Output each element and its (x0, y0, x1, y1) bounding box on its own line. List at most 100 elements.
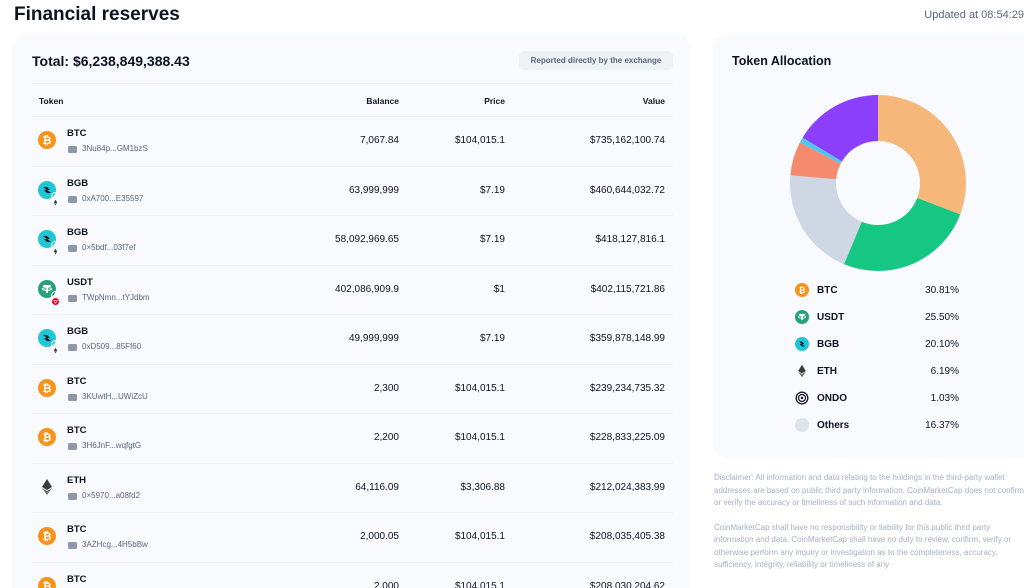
total-reserves: Total: $6,238,849,388.43 (32, 53, 190, 69)
table-row[interactable]: ₿ BTC 3AZHcg...4H5bBw 2,000.05 $104,015.1 $20… (32, 513, 673, 563)
btc-icon: ₿ (795, 283, 809, 297)
token-price: $104,015.1 (454, 382, 505, 394)
token-value: $359,878,148.99 (589, 333, 665, 344)
wallet-address[interactable]: 0xA700...E35597 (82, 193, 144, 203)
legend-token-percent: 1.03% (930, 393, 959, 404)
wallet-icon (68, 245, 77, 252)
token-value: $735,162,100.74 (589, 135, 665, 146)
token-balance: 2,200 (373, 432, 399, 443)
token-symbol[interactable]: BTC (67, 375, 87, 387)
btc-icon: ₿ (38, 131, 56, 149)
donut-slice-eth[interactable] (790, 142, 841, 180)
ethereum-chain-icon (51, 241, 60, 255)
token-symbol[interactable]: ETH (67, 474, 86, 486)
token-symbol[interactable]: BTC (67, 573, 87, 585)
token-value: $402,115,721.86 (590, 283, 665, 295)
token-value: $239,234,735.32 (589, 382, 665, 394)
token-symbol[interactable]: BTC (67, 425, 87, 436)
donut-slice-bgb[interactable] (790, 175, 862, 265)
token-price: $7.19 (479, 333, 505, 344)
legend-token-name: USDT (817, 312, 845, 323)
legend-token-name: BTC (817, 285, 838, 296)
btc-icon: ₿ (38, 576, 56, 588)
token-price: $7.19 (479, 184, 505, 196)
wallet-address[interactable]: 0×5bdf...03f7ef (82, 243, 136, 252)
wallet-icon (68, 542, 77, 549)
wallet-address[interactable]: TWpNmn...tYJdbm (82, 292, 150, 302)
token-balance: 2,300 (373, 382, 399, 394)
tron-chain-icon (51, 290, 60, 305)
token-price: $1 (493, 283, 505, 295)
wallet-address[interactable]: 0xD509...85Ff60 (82, 342, 142, 351)
wallet-address[interactable]: 3AZHcg...4H5bBw (82, 540, 148, 549)
token-price: $104,015.1 (454, 432, 505, 443)
ondo-icon (795, 391, 809, 405)
eth-icon (38, 478, 56, 496)
header-balance[interactable]: Balance (366, 96, 399, 106)
token-symbol[interactable]: BTC (67, 128, 87, 139)
wallet-address[interactable]: 3KUwtH...UWiZcU (82, 391, 148, 401)
table-row[interactable]: USDT TWpNmn...tYJdbm 402,086,909.9 $1 $402,1… (32, 266, 673, 315)
token-balance: 7,067.84 (360, 135, 399, 146)
table-row[interactable]: ₿ BTC 3Nu84p...GM1bzS 7,067.84 $104,015.1 $73… (32, 117, 673, 167)
btc-icon: ₿ (38, 527, 56, 545)
table-row[interactable]: BGB 0xD509...85Ff60 49,999,999 $7.19 $359,87… (32, 315, 673, 365)
legend-item-eth[interactable]: ETH 6.19% (795, 362, 965, 389)
allocation-card: Token Allocation ₿ BTC 30.81% USDT 25.50% BGB… (713, 34, 1024, 458)
table-row[interactable]: ₿ BTC 3KUwtH...UWiZcU 2,300 $104,015.1 $239,2… (32, 365, 673, 414)
token-price: $104,015.1 (454, 531, 505, 542)
donut-slice-others[interactable] (802, 95, 878, 162)
ethereum-chain-icon (51, 191, 60, 206)
wallet-icon (68, 344, 77, 351)
table-row[interactable]: BGB 0×5bdf...03f7ef 58,092,969.65 $7.19 $418… (32, 216, 673, 266)
reserves-card: Total: $6,238,849,388.43 Reported direct… (13, 34, 690, 588)
token-symbol[interactable]: BGB (67, 177, 89, 189)
wallet-address[interactable]: 3H6JnF...wqfgtG (82, 441, 142, 450)
legend-token-percent: 6.19% (930, 366, 959, 377)
reported-badge: Reported directly by the exchange (519, 51, 673, 70)
token-value: $460,644,032.72 (589, 184, 665, 196)
legend-token-name: BGB (817, 339, 840, 350)
token-balance: 64,116.09 (355, 481, 399, 493)
header-token[interactable]: Token (39, 96, 64, 106)
table-row[interactable]: ₿ BTC 3H6JnF...wqfgtG 2,200 $104,015.1 $228,8… (32, 414, 673, 464)
token-symbol[interactable]: USDT (67, 276, 93, 288)
token-value: $418,127,816.1 (595, 234, 665, 245)
wallet-address[interactable]: 3Nu84p...GM1bzS (82, 144, 148, 153)
allocation-title: Token Allocation (732, 54, 832, 68)
wallet-icon (68, 294, 77, 302)
updated-time: Updated at 08:54:29 (924, 9, 1024, 21)
token-price: $104,015.1 (454, 135, 505, 146)
token-symbol[interactable]: BTC (67, 524, 87, 535)
header-value[interactable]: Value (642, 96, 665, 106)
token-symbol[interactable]: BGB (67, 227, 89, 238)
token-price: $104,015.1 (454, 580, 505, 588)
allocation-donut (790, 95, 966, 271)
donut-slice-usdt[interactable] (844, 197, 961, 271)
wallet-address[interactable]: 0×5970...a08fd2 (82, 490, 141, 500)
table-row[interactable]: ₿ BTC 2,000 $104,015.1 $208,030,204.62 (32, 563, 673, 588)
legend-token-name: ONDO (817, 393, 847, 404)
legend-item-ondo[interactable]: ONDO 1.03% (795, 389, 965, 416)
wallet-icon (68, 443, 77, 450)
legend-item-btc[interactable]: ₿ BTC 30.81% (795, 281, 965, 308)
table-row[interactable]: BGB 0xA700...E35597 63,999,999 $7.19 $460,64… (32, 167, 673, 216)
legend-item-others[interactable]: Others 16.37% (795, 416, 965, 443)
token-price: $3,306.88 (460, 481, 506, 493)
bgb-icon (795, 337, 809, 351)
legend-item-usdt[interactable]: USDT 25.50% (795, 308, 965, 335)
wallet-icon (68, 492, 77, 500)
header-price[interactable]: Price (484, 96, 505, 106)
token-balance: 402,086,909.9 (335, 283, 399, 295)
wallet-icon (68, 195, 77, 203)
token-symbol[interactable]: BGB (67, 326, 89, 337)
donut-slice-ondo[interactable] (799, 137, 843, 164)
table-row[interactable]: ETH 0×5970...a08fd2 64,116.09 $3,306.88 $212… (32, 464, 673, 513)
legend-token-percent: 25.50% (925, 312, 959, 323)
legend-item-bgb[interactable]: BGB 20.10% (795, 335, 965, 362)
donut-slice-btc[interactable] (878, 95, 966, 215)
svg-text:₿: ₿ (43, 432, 52, 444)
btc-icon: ₿ (38, 378, 56, 397)
legend-token-name: Others (817, 420, 850, 431)
token-balance: 58,092,969.65 (335, 234, 399, 245)
